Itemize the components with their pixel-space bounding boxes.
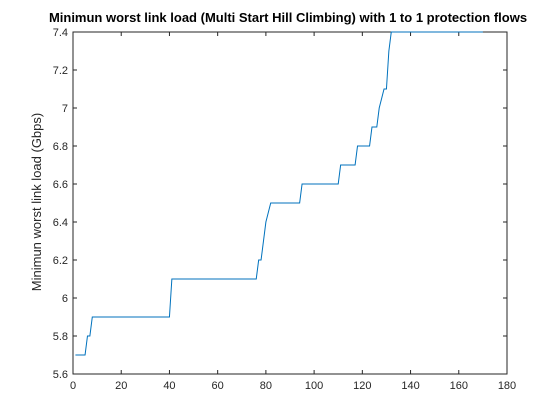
y-tick-label: 6.8 xyxy=(53,141,68,153)
plot-area: 0 20 40 60 80 100 120 140 160 180 5.6 5.8 6 6.2 6.4 6.6… xyxy=(53,27,516,392)
x-tick-label: 160 xyxy=(450,380,468,392)
y-tick-label: 6.2 xyxy=(53,255,68,267)
x-tick-label: 140 xyxy=(401,380,419,392)
x-tick-label: 100 xyxy=(305,380,323,392)
y-tick-label: 7.4 xyxy=(53,27,68,39)
x-tick-label: 80 xyxy=(260,380,272,392)
x-tick-label: 40 xyxy=(163,380,175,392)
y-tick-label: 7.2 xyxy=(53,65,68,77)
chart-title: Minimun worst link load (Multi Start Hil… xyxy=(49,10,527,25)
x-tick-label: 60 xyxy=(212,380,224,392)
y-tick-label: 6.4 xyxy=(53,217,68,229)
y-tick-label: 6.6 xyxy=(53,179,68,191)
y-tick-label: 6 xyxy=(62,293,68,305)
x-tick-label: 180 xyxy=(498,380,516,392)
y-tick-label: 5.8 xyxy=(53,331,68,343)
series-line xyxy=(75,31,483,356)
x-tick-label: 20 xyxy=(115,380,127,392)
x-tick-label: 0 xyxy=(70,380,76,392)
y-tick-label: 7 xyxy=(62,103,68,115)
axes-box xyxy=(72,31,508,375)
y-tick-label: 5.6 xyxy=(53,369,68,381)
y-axis-label: Minimun worst link load (Gbps) xyxy=(29,113,44,291)
x-tick-label: 120 xyxy=(353,380,371,392)
